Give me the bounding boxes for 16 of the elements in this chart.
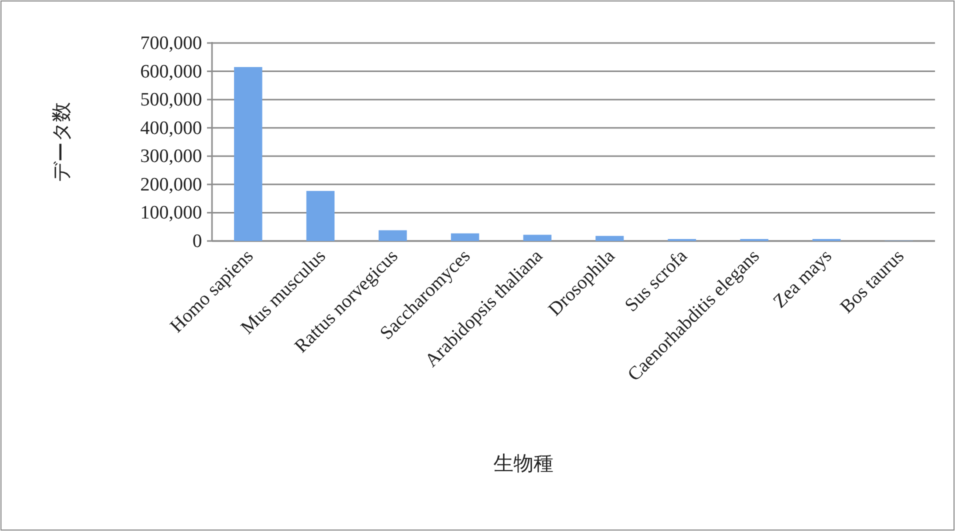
y-tick-label: 200,000	[140, 174, 202, 196]
y-tick-label: 400,000	[140, 118, 202, 139]
bar	[596, 236, 624, 241]
bar	[523, 234, 552, 241]
y-tick-label: 600,000	[140, 61, 202, 82]
bar	[306, 190, 335, 241]
bar	[450, 233, 480, 241]
y-tick-label: 500,000	[140, 90, 202, 111]
y-tick-label: 700,000	[140, 33, 202, 54]
y-tick-label: 300,000	[140, 146, 202, 168]
y-tick-label: 100,000	[140, 202, 202, 224]
bar	[234, 67, 262, 241]
bar	[378, 230, 407, 241]
y-axis-title: データ数	[49, 102, 73, 182]
x-axis-title: 生物種	[494, 451, 554, 475]
y-tick-label: 0	[192, 231, 202, 252]
